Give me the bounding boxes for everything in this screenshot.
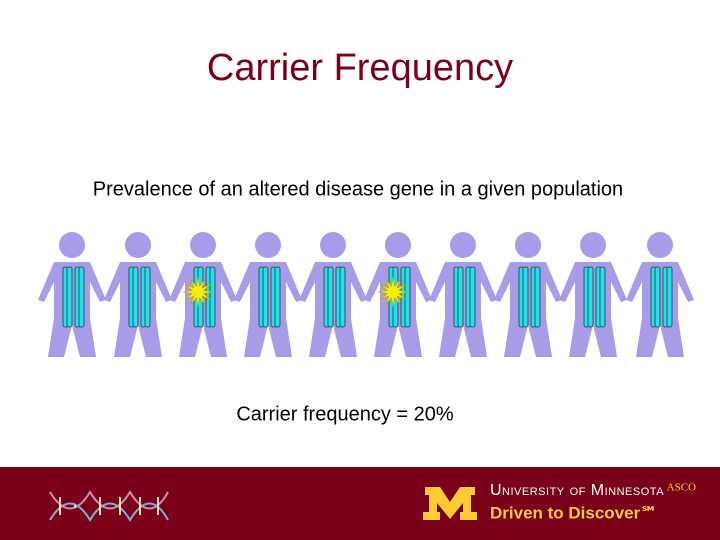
slide-subtitle: Prevalence of an altered disease gene in…: [93, 178, 623, 200]
person: [299, 232, 367, 357]
person-head: [385, 232, 411, 258]
chromosome: [262, 266, 269, 328]
chromosome: [66, 266, 73, 328]
dna-logo: [49, 490, 169, 522]
person: [38, 232, 106, 357]
person: [494, 232, 562, 357]
chromosome: [534, 266, 541, 328]
chromosome: [144, 266, 151, 328]
chromosome: [404, 266, 411, 328]
chromosome: [78, 266, 85, 328]
source-label: ASCO: [667, 482, 696, 494]
person-head: [255, 232, 281, 258]
chromosome: [599, 266, 606, 328]
person: [364, 232, 432, 357]
person-head: [320, 232, 346, 258]
caption: Carrier frequency = 20%: [236, 403, 454, 425]
chromosome: [666, 266, 673, 328]
chromosome: [469, 266, 476, 328]
chromosome: [654, 266, 661, 328]
chromosome: [274, 266, 281, 328]
person-head: [515, 232, 541, 258]
person: [626, 232, 694, 357]
university-name: University of Minnesota: [490, 482, 664, 499]
university-logo: [423, 487, 477, 520]
chromosome: [132, 266, 139, 328]
mutation-burst: [182, 276, 214, 308]
person: [169, 232, 237, 357]
chromosome: [209, 266, 216, 328]
person: [559, 232, 627, 357]
person-head: [580, 232, 606, 258]
person-head: [190, 232, 216, 258]
person: [429, 232, 497, 357]
chromosome: [339, 266, 346, 328]
slide-title: Carrier Frequency: [207, 47, 513, 89]
person-head: [125, 232, 151, 258]
chromosome: [522, 266, 529, 328]
chromosome: [587, 266, 594, 328]
chromosome: [457, 266, 464, 328]
mutation-burst: [377, 276, 409, 308]
people-illustration: [38, 232, 694, 357]
person-head: [59, 232, 85, 258]
person-head: [450, 232, 476, 258]
chromosome: [327, 266, 334, 328]
person-head: [647, 232, 673, 258]
tagline: Driven to Discover℠: [490, 503, 658, 522]
person: [104, 232, 172, 357]
person: [234, 232, 302, 357]
